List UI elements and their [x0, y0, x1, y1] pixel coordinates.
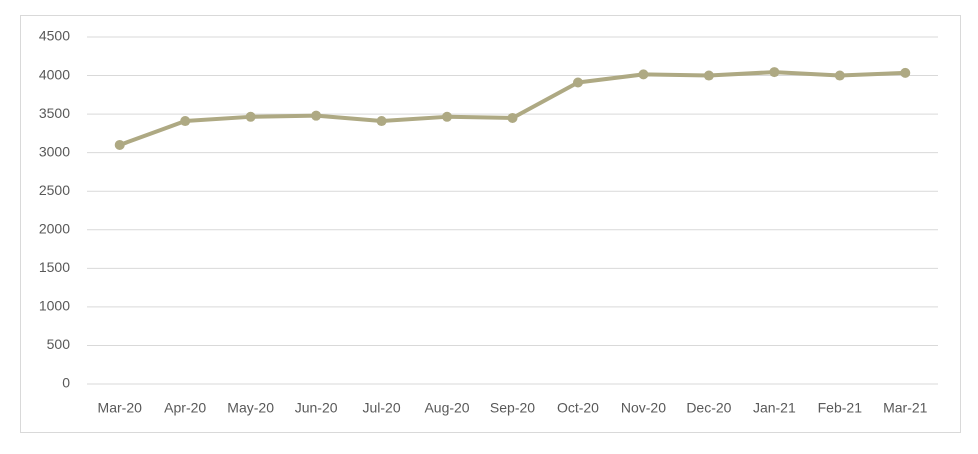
point — [900, 67, 911, 78]
point — [245, 111, 256, 122]
y-tick-label: 1000 — [39, 298, 70, 314]
y-tick-label: 3000 — [39, 143, 70, 159]
x-tick-label: Sep-20 — [490, 400, 535, 416]
x-tick-label: Feb-21 — [818, 400, 863, 416]
point — [376, 116, 387, 127]
y-tick-label: 0 — [62, 375, 70, 391]
x-tick-label: Aug-20 — [424, 400, 469, 416]
y-tick-label: 500 — [47, 336, 71, 352]
chart-frame — [20, 15, 961, 433]
y-tick-label: 2500 — [39, 182, 70, 198]
point — [442, 111, 453, 122]
y-tick-label: 4000 — [39, 66, 70, 82]
point — [311, 110, 322, 121]
point — [572, 77, 583, 88]
point — [834, 70, 845, 81]
x-tick-label: Jan-21 — [753, 400, 796, 416]
point — [703, 70, 714, 81]
point — [638, 69, 649, 80]
x-tick-label: Jun-20 — [295, 400, 338, 416]
y-tick-label: 1500 — [39, 259, 70, 275]
y-tick-label: 3500 — [39, 105, 70, 121]
point — [507, 112, 518, 123]
point — [180, 116, 191, 127]
x-tick-label: Dec-20 — [686, 400, 731, 416]
x-tick-label: Mar-21 — [883, 400, 928, 416]
x-tick-label: May-20 — [227, 400, 274, 416]
y-tick-label: 2000 — [39, 220, 70, 236]
x-tick-label: Jul-20 — [363, 400, 401, 416]
x-tick-label: Mar-20 — [98, 400, 143, 416]
y-tick-label: 4500 — [39, 28, 70, 44]
point — [114, 139, 125, 150]
x-tick-label: Nov-20 — [621, 400, 666, 416]
point — [769, 67, 780, 78]
x-tick-label: Oct-20 — [557, 400, 599, 416]
x-tick-label: Apr-20 — [164, 400, 206, 416]
